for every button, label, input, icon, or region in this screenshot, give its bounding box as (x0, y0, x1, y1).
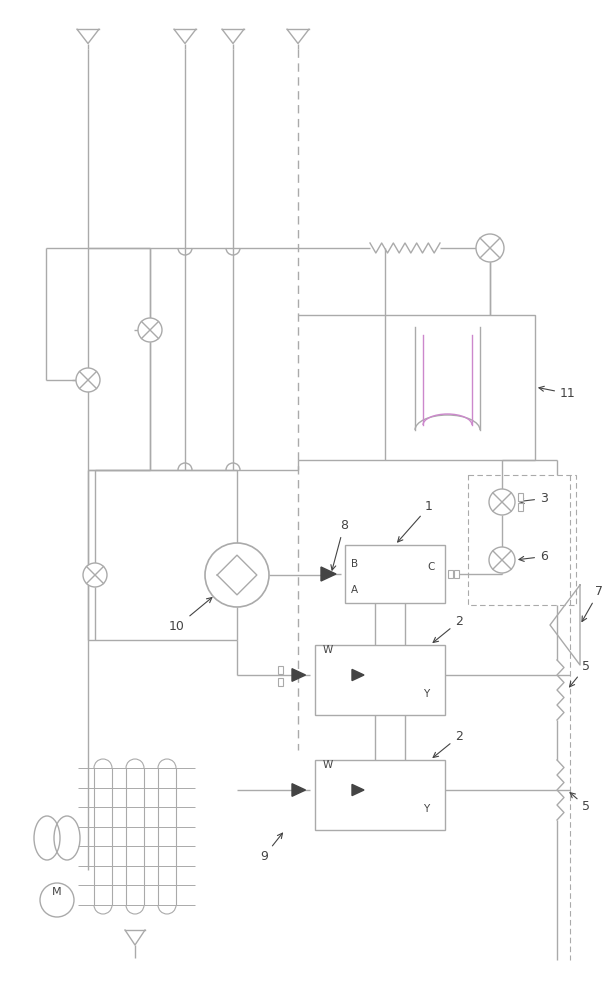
Circle shape (489, 489, 515, 515)
Circle shape (205, 543, 269, 607)
Text: 2: 2 (433, 730, 463, 757)
Bar (277, 666, 283, 674)
Circle shape (138, 318, 162, 342)
Text: A: A (351, 585, 358, 595)
Text: 2: 2 (433, 615, 463, 642)
Text: 1: 1 (398, 500, 433, 542)
Polygon shape (292, 784, 306, 796)
Text: 8: 8 (331, 519, 348, 570)
Bar (447, 570, 453, 578)
Polygon shape (352, 669, 364, 681)
Text: Y: Y (423, 689, 429, 699)
Text: 11: 11 (539, 386, 576, 400)
Text: W: W (323, 760, 333, 770)
Circle shape (40, 883, 74, 917)
Bar (385, 315, 535, 460)
Bar (468, 475, 576, 605)
Polygon shape (321, 567, 336, 581)
Text: 7: 7 (582, 585, 603, 622)
Bar (345, 545, 445, 603)
Polygon shape (352, 784, 364, 796)
Text: 9: 9 (260, 833, 283, 863)
Circle shape (476, 234, 504, 262)
Bar (517, 493, 522, 501)
Circle shape (489, 547, 515, 573)
Text: Y: Y (423, 804, 429, 814)
Circle shape (83, 563, 107, 587)
Text: 5: 5 (570, 660, 590, 687)
Bar (277, 678, 283, 686)
Polygon shape (292, 669, 306, 681)
Bar (315, 645, 445, 715)
Bar (517, 503, 522, 511)
Text: 3: 3 (519, 492, 548, 505)
Text: C: C (427, 562, 434, 572)
Text: 6: 6 (519, 550, 548, 563)
Text: W: W (323, 645, 333, 655)
Bar (453, 570, 458, 578)
Circle shape (76, 368, 100, 392)
Text: 5: 5 (570, 793, 590, 813)
Bar (315, 760, 445, 830)
Text: M: M (52, 887, 62, 897)
Text: B: B (351, 559, 358, 569)
Text: 10: 10 (169, 598, 212, 633)
